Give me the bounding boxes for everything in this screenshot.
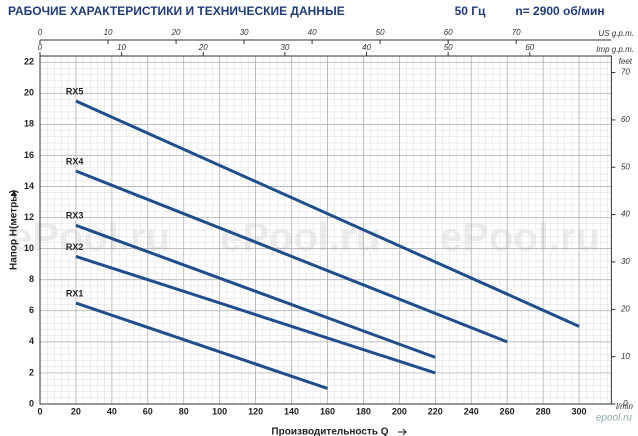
y-tick-label: 2 [29, 367, 34, 377]
x3-tick-label: 40 [362, 43, 371, 52]
x2-unit: US g.p.m. [598, 29, 634, 38]
x-unit: l/min [616, 402, 633, 411]
arrow [398, 428, 407, 436]
x-tick-label: 200 [392, 406, 407, 416]
x3-tick-label: 0 [38, 43, 43, 52]
x-tick-label: 160 [320, 406, 335, 416]
curve [75, 169, 508, 344]
y-tick-label: 14 [24, 181, 34, 191]
y-axis-title: Напор H(метры) [9, 190, 20, 270]
watermark: ePool.ru [10, 216, 170, 260]
x-tick-label: 60 [143, 406, 153, 416]
y2-tick-label: 40 [621, 210, 630, 219]
x3-unit: Imp g.p.m. [596, 45, 634, 54]
series-label: RX4 [66, 156, 84, 166]
y-tick-label: 6 [29, 305, 34, 315]
x-tick-label: 0 [37, 406, 42, 416]
x-tick-label: 100 [212, 406, 227, 416]
curve [75, 99, 580, 328]
x3-tick-label: 10 [117, 43, 126, 52]
x3-tick-label: 30 [280, 43, 289, 52]
x2-tick-label: 0 [38, 28, 43, 37]
x2-tick-label: 20 [171, 28, 181, 37]
x-tick-label: 120 [248, 406, 263, 416]
x-tick-label: 280 [536, 406, 551, 416]
x3-tick-label: 50 [444, 43, 453, 52]
x2-tick-label: 70 [512, 28, 521, 37]
y-tick-label: 16 [24, 150, 34, 160]
logo: epool.ru [596, 413, 633, 424]
x-tick-label: 300 [572, 406, 587, 416]
series-label: RX2 [66, 242, 84, 252]
y-tick-label: 4 [29, 336, 34, 346]
y2-tick-label: 50 [621, 162, 630, 171]
frequency: 50 Гц [455, 4, 486, 18]
y-tick-label: 20 [24, 88, 34, 98]
curve [75, 223, 436, 359]
curve [75, 254, 436, 375]
y-tick-label: 0 [29, 398, 34, 408]
y2-tick-label: 0 [623, 399, 628, 408]
x2-tick-label: 50 [376, 28, 385, 37]
speed: n= 2900 об/мин [515, 4, 604, 18]
y-tick-label: 10 [24, 243, 34, 253]
x2-tick-label: 30 [240, 28, 249, 37]
series-label: RX1 [66, 288, 84, 298]
y2-tick-label: 30 [621, 257, 630, 266]
watermark: ePool.ru [440, 216, 600, 260]
y-tick-label: 18 [24, 119, 34, 129]
x3-tick-label: 20 [198, 43, 208, 52]
chart-title: РАБОЧИЕ ХАРАКТЕРИСТИКИ И ТЕХНИЧЕСКИЕ ДАН… [8, 4, 345, 18]
x-tick-label: 240 [464, 406, 479, 416]
y2-unit: feet [619, 57, 633, 66]
y2-tick-label: 10 [621, 352, 630, 361]
x-tick-label: 140 [284, 406, 299, 416]
plot-frame [39, 55, 612, 405]
x2-tick-label: 40 [308, 28, 317, 37]
curve [75, 301, 328, 390]
x-tick-label: 260 [500, 406, 515, 416]
series-label: RX3 [66, 211, 84, 221]
x-tick-label: 220 [428, 406, 443, 416]
series-label: RX5 [66, 86, 84, 96]
x-tick-label: 80 [179, 406, 189, 416]
y-tick-label: 8 [29, 274, 34, 284]
x3-tick-label: 60 [525, 43, 534, 52]
arrow [11, 190, 17, 196]
x-axis-title: Производительность Q [271, 427, 388, 436]
y2-tick-label: 20 [620, 304, 630, 313]
x2-tick-label: 60 [444, 28, 453, 37]
y-tick-label: 12 [24, 212, 34, 222]
y-tick-label: 22 [24, 57, 34, 67]
x-tick-label: 40 [107, 406, 117, 416]
x-tick-label: 180 [356, 406, 371, 416]
y2-tick-label: 60 [621, 115, 630, 124]
x-tick-label: 20 [71, 406, 81, 416]
y2-tick-label: 70 [621, 68, 630, 77]
x2-tick-label: 10 [104, 28, 113, 37]
